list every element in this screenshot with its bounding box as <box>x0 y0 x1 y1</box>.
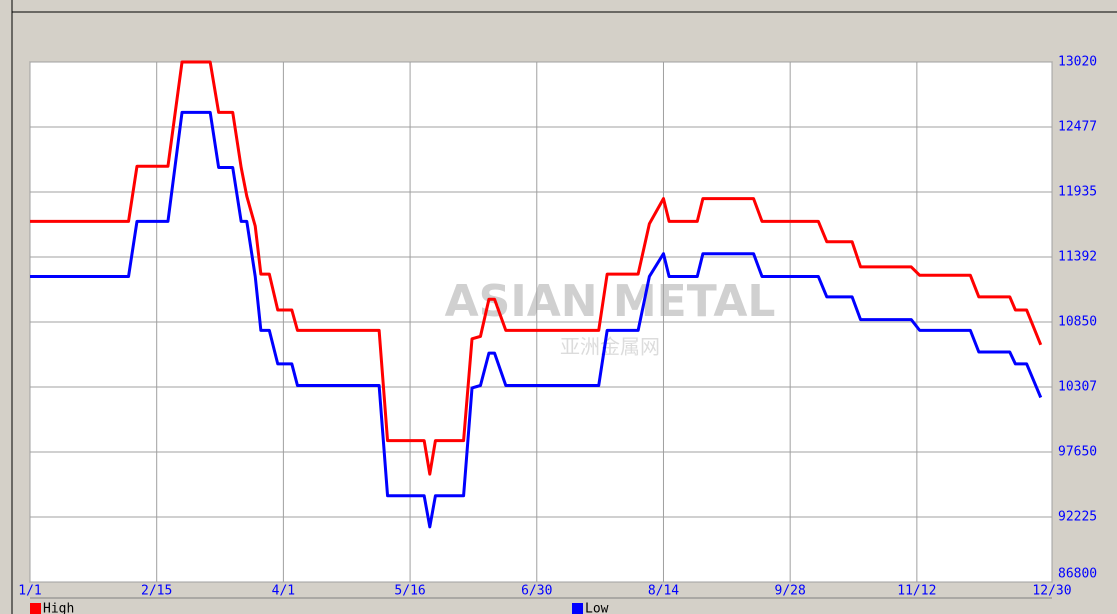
x-tick-label: 4/1 <box>272 584 295 599</box>
y-tick-label: 11392 <box>1058 250 1097 265</box>
legend-label: High <box>43 602 74 614</box>
x-tick-label: 2/15 <box>141 584 172 599</box>
x-tick-label: 6/30 <box>521 584 552 599</box>
y-tick-label: 92225 <box>1058 510 1097 525</box>
y-tick-label: 10850 <box>1058 315 1097 330</box>
x-tick-label: 8/14 <box>648 584 679 599</box>
watermark-sub: 亚洲金属网 <box>560 335 660 359</box>
y-tick-label: 13020 <box>1058 55 1097 70</box>
x-tick-label: 11/12 <box>897 584 936 599</box>
legend-swatch <box>30 603 41 614</box>
y-tick-label: 86800 <box>1058 567 1097 582</box>
x-tick-label: 1/1 <box>18 584 41 599</box>
watermark: ASIAN METAL <box>445 276 776 327</box>
y-tick-label: 12477 <box>1058 120 1097 135</box>
y-tick-label: 11935 <box>1058 185 1097 200</box>
x-tick-label: 9/28 <box>775 584 806 599</box>
legend-swatch <box>572 603 583 614</box>
x-tick-label: 12/30 <box>1032 584 1071 599</box>
series-line <box>30 60 1043 476</box>
y-tick-label: 97650 <box>1058 445 1097 460</box>
x-tick-label: 5/16 <box>394 584 425 599</box>
series-line <box>30 110 1043 529</box>
legend-label: Low <box>585 602 609 614</box>
y-tick-label: 10307 <box>1058 380 1097 395</box>
